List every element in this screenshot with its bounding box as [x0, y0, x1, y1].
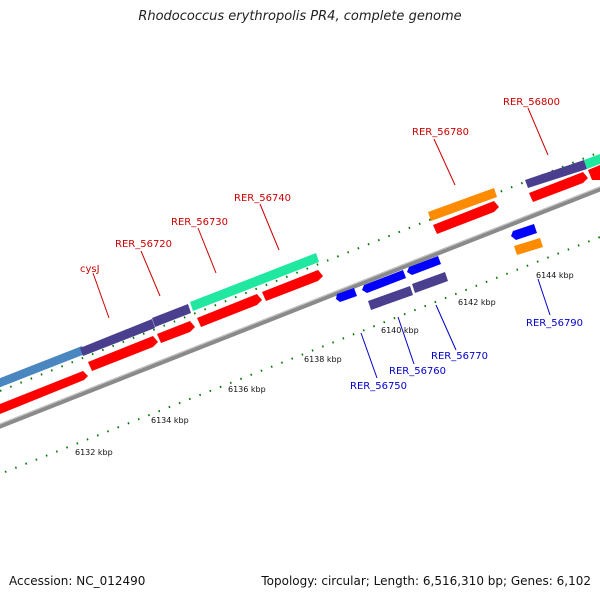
gene-bar	[428, 188, 497, 221]
reverse-gene-track	[336, 224, 543, 310]
reverse-gene-bar	[412, 272, 448, 293]
forward-cds-track	[0, 165, 600, 414]
reverse-gene-bar	[368, 286, 413, 310]
genome-summary: Topology: circular; Length: 6,516,310 bp…	[261, 574, 591, 588]
gene-label-rer-56740: RER_56740	[234, 193, 291, 204]
tick-label-6134: 6134 kbp	[151, 416, 189, 425]
cds-arrow	[588, 165, 600, 180]
gene-bar	[525, 160, 587, 188]
gene-label-rer-56780: RER_56780	[412, 127, 469, 138]
cds-arrow	[262, 270, 323, 301]
tick-label-6136: 6136 kbp	[228, 385, 266, 394]
forward-labels: cysJ RER_56720 RER_56730 RER_56740 RER_5…	[80, 97, 560, 275]
gene-label-rer-56790: RER_56790	[526, 318, 583, 329]
cds-arrow	[433, 201, 499, 234]
gene-label-rer-56800: RER_56800	[503, 97, 560, 108]
gene-label-cysJ: cysJ	[80, 264, 100, 275]
gene-bar	[584, 154, 600, 169]
cds-arrow	[0, 371, 88, 414]
map-title: Rhodococcus erythropolis PR4, complete g…	[138, 9, 462, 24]
forward-leader-lines	[92, 107, 549, 319]
reverse-leader-lines	[360, 278, 551, 379]
gene-bar	[80, 319, 155, 356]
inner-tick-row	[4, 236, 600, 473]
tick-label-6144: 6144 kbp	[536, 271, 574, 280]
genome-backbone-highlight	[0, 186, 600, 425]
gene-label-rer-56730: RER_56730	[171, 217, 228, 228]
tick-label-6138: 6138 kbp	[304, 355, 342, 364]
reverse-cds-arrow	[362, 270, 406, 293]
gene-label-rer-56720: RER_56720	[115, 239, 172, 250]
genome-backbone	[0, 186, 600, 429]
reverse-cds-arrow	[336, 288, 357, 302]
gene-label-rer-56750: RER_56750	[350, 381, 407, 392]
cds-arrow	[157, 321, 195, 343]
coordinate-labels: 6132 kbp 6134 kbp 6136 kbp 6138 kbp 6140…	[75, 271, 574, 457]
tick-label-6142: 6142 kbp	[458, 298, 496, 307]
gene-bar	[190, 253, 319, 311]
reverse-labels: RER_56750 RER_56760 RER_56770 RER_56790	[350, 318, 583, 392]
forward-gene-track	[0, 154, 600, 388]
reverse-cds-arrow	[407, 256, 441, 275]
tick-label-6140: 6140 kbp	[381, 326, 419, 335]
cds-arrow	[88, 336, 158, 371]
reverse-gene-bar	[514, 238, 543, 255]
gene-bar	[152, 304, 191, 327]
gene-label-rer-56770: RER_56770	[431, 351, 488, 362]
tick-label-6132: 6132 kbp	[75, 448, 113, 457]
reverse-cds-arrow	[511, 224, 537, 240]
cds-arrow	[529, 172, 588, 202]
cds-arrow	[197, 294, 262, 327]
gene-label-rer-56760: RER_56760	[389, 366, 446, 377]
accession-label: Accession: NC_012490	[9, 574, 146, 588]
gene-bar	[0, 346, 85, 388]
